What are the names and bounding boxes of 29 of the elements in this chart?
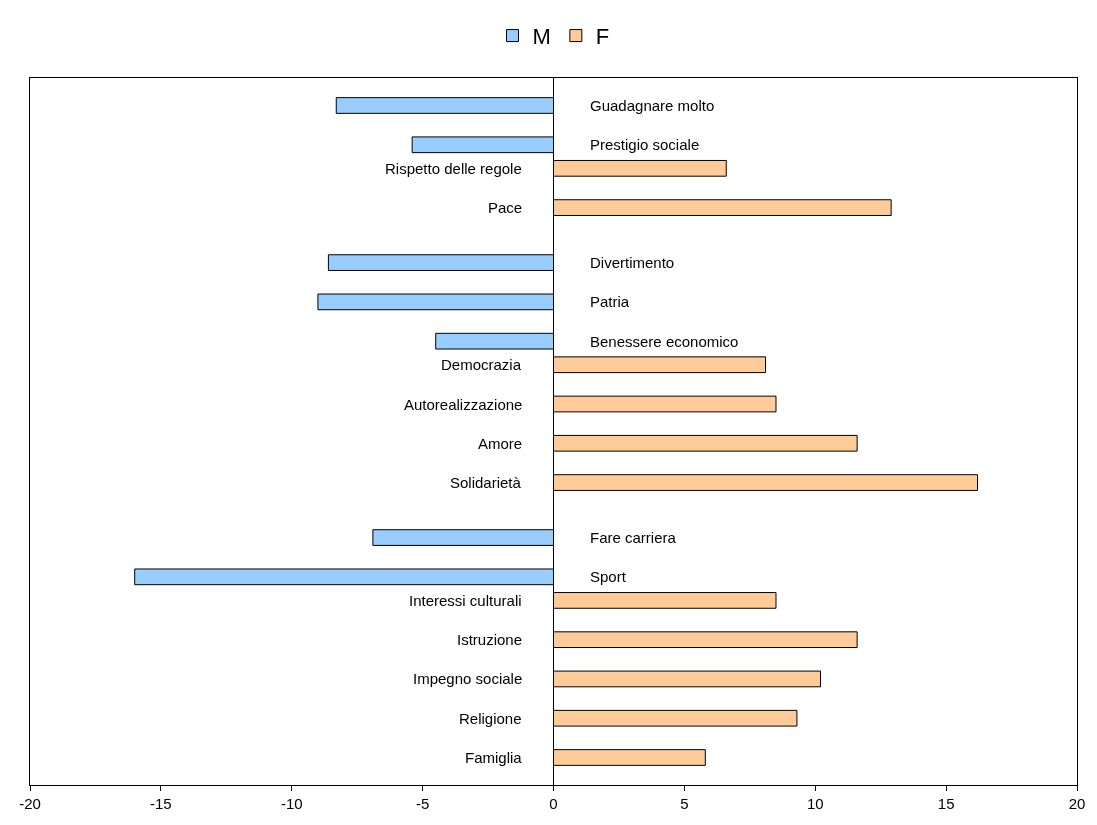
x-tick-label: 5 <box>680 795 689 812</box>
y-tick-label: Democrazia <box>441 356 522 373</box>
y-tick-label: Rispetto delle regole <box>385 160 522 177</box>
x-tick-label: 10 <box>806 795 824 812</box>
x-tick-label: -10 <box>280 795 303 812</box>
y-tick-label: Autorealizzazione <box>404 396 523 413</box>
legend-label: M <box>532 24 551 50</box>
y-tick-label: Solidarietà <box>450 474 522 491</box>
y-tick-label: Guadagnare molto <box>590 97 715 114</box>
y-tick-label: Prestigio sociale <box>590 136 700 153</box>
y-tick-label: Patria <box>590 293 630 310</box>
y-tick-label: Religione <box>459 710 522 727</box>
x-tick-label: -15 <box>150 795 172 812</box>
y-tick-label: Interessi culturali <box>409 592 522 609</box>
x-tick-label: 20 <box>1068 795 1086 812</box>
y-tick-label: Amore <box>478 435 523 452</box>
y-tick-label: Pace <box>488 199 523 216</box>
x-tick-label: 0 <box>549 795 558 812</box>
legend-label: F <box>595 24 610 50</box>
y-tick-label: Famiglia <box>465 749 523 766</box>
x-tick-label: 15 <box>937 795 955 812</box>
y-tick-label: Fare carriera <box>590 529 677 546</box>
y-tick-label: Istruzione <box>457 631 523 648</box>
x-tick-label: -5 <box>415 795 430 812</box>
x-tick-label: -20 <box>19 795 41 812</box>
y-tick-label: Benessere economico <box>590 333 739 350</box>
y-tick-label: Sport <box>590 568 627 585</box>
y-tick-label: Impegno sociale <box>413 670 523 687</box>
y-tick-label: Divertimento <box>590 254 675 271</box>
